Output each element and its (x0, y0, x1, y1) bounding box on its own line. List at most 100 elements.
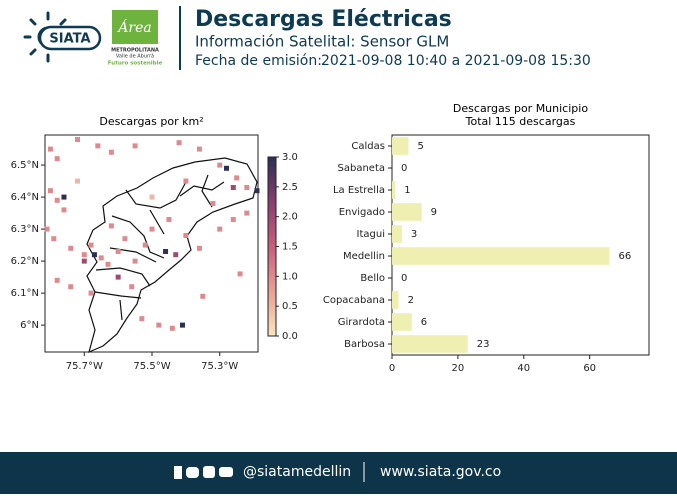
colorbar-tick-label: 0.5 (282, 301, 298, 312)
lightning-cell (61, 194, 67, 200)
value-label: 9 (431, 207, 437, 218)
colorbar-segment (268, 255, 276, 259)
lightning-cell (169, 325, 175, 331)
lightning-cell (196, 146, 202, 152)
colorbar-tick-label: 3.0 (282, 152, 298, 163)
y-tick-label: Envigado (339, 207, 385, 218)
colorbar-segment (268, 309, 276, 313)
y-tick-label: Medellin (343, 251, 385, 262)
colorbar-segment (268, 285, 276, 289)
colorbar-segment (268, 279, 276, 283)
area-line1: METROPOLITANA (111, 48, 159, 54)
lightning-cell (149, 194, 155, 200)
footer-url: www.siata.gov.co (380, 464, 501, 480)
lightning-cell (68, 284, 74, 290)
colorbar-segment (268, 234, 276, 239)
colorbar-segment (268, 273, 276, 277)
colorbar-segment (268, 204, 276, 209)
colorbar-segment (268, 165, 276, 170)
colorbar-segment (268, 195, 276, 200)
lightning-cell (75, 178, 81, 184)
lightning-cell (98, 255, 104, 261)
value-label: 6 (421, 317, 427, 328)
lightning-cell (51, 236, 57, 242)
lightning-cell (54, 277, 60, 283)
lightning-cell (234, 175, 240, 181)
x-tick-label: 75.3°W (201, 361, 238, 372)
y-tick-label: 6.3°N (11, 224, 39, 235)
colorbar-segment (268, 159, 276, 164)
lightning-cell (217, 162, 223, 168)
y-tick-label: Copacabana (323, 295, 385, 306)
bar-subtitle: Total 115 descargas (465, 115, 576, 128)
value-label: 5 (417, 141, 423, 152)
colorbar-segment (268, 258, 276, 262)
colorbar-segment (268, 330, 276, 334)
colorbar-segment (268, 261, 276, 265)
lightning-cell (105, 261, 111, 267)
bar (392, 203, 422, 221)
colorbar-segment (268, 303, 276, 307)
colorbar-tick-label: 1.5 (282, 242, 298, 253)
lightning-cell (91, 252, 97, 258)
colorbar-segment (268, 333, 276, 337)
lightning-cell (217, 226, 223, 232)
lightning-cell (81, 252, 87, 258)
colorbar-segment (268, 177, 276, 182)
lightning-cell (230, 216, 236, 222)
colorbar-segment (268, 240, 276, 245)
colorbar-segment (268, 246, 276, 250)
colorbar-segment (268, 327, 276, 331)
colorbar-segment (268, 180, 276, 185)
lightning-cell (47, 146, 53, 152)
colorbar-segment (268, 276, 276, 280)
logo-text: SIATA (49, 32, 90, 47)
colorbar-segment (268, 213, 276, 218)
colorbar-segment (268, 288, 276, 292)
colorbar-tick-label: 2.5 (282, 182, 298, 193)
y-tick-label: Girardota (338, 317, 385, 328)
colorbar-segment (268, 237, 276, 242)
lightning-cell (108, 149, 114, 155)
lightning-cell (68, 245, 74, 251)
lightning-cell (108, 223, 114, 229)
colorbar-tick-label: 0.0 (282, 331, 298, 342)
y-tick-label: 6.1°N (11, 288, 39, 299)
date-range: 2021-09-08 10:40 a 2021-09-08 15:30 (321, 53, 591, 69)
lightning-cell (230, 184, 236, 190)
colorbar-segment (268, 315, 276, 319)
colorbar-segment (268, 291, 276, 295)
colorbar-segment (268, 231, 276, 236)
colorbar-segment (268, 198, 276, 203)
y-tick-label: Barbosa (344, 339, 385, 350)
area-title: Área (116, 18, 151, 36)
area-tagline: Futuro sostenible (108, 61, 163, 67)
lightning-cell (95, 143, 101, 149)
colorbar-segment (268, 228, 276, 233)
colorbar-tick-label: 2.0 (282, 212, 298, 223)
colorbar-segment (268, 222, 276, 227)
value-label: 1 (404, 185, 410, 196)
lightning-cell (237, 271, 243, 277)
lightning-cell (254, 188, 260, 194)
colorbar-segment (268, 297, 276, 301)
bar-title: Descargas por Municipio (453, 102, 588, 115)
title: Descargas Eléctricas (195, 7, 452, 32)
lightning-cell (115, 249, 121, 255)
area-logo: Área METROPOLITANA Valle de Aburrá Futur… (108, 10, 163, 67)
lightning-cell (163, 249, 169, 255)
value-label: 3 (411, 229, 417, 240)
x-tick-label: 20 (452, 363, 465, 374)
lightning-cell (88, 242, 94, 248)
colorbar-segment (268, 321, 276, 325)
bar (392, 137, 409, 155)
social-icons (174, 466, 233, 479)
colorbar-segment (268, 270, 276, 274)
y-tick-label: 6.5°N (11, 160, 39, 171)
lightning-cell (244, 210, 250, 216)
x-tick-label: 60 (583, 363, 596, 374)
value-label: 66 (618, 251, 631, 262)
colorbar-segment (268, 189, 276, 194)
lightning-cell (179, 322, 185, 328)
